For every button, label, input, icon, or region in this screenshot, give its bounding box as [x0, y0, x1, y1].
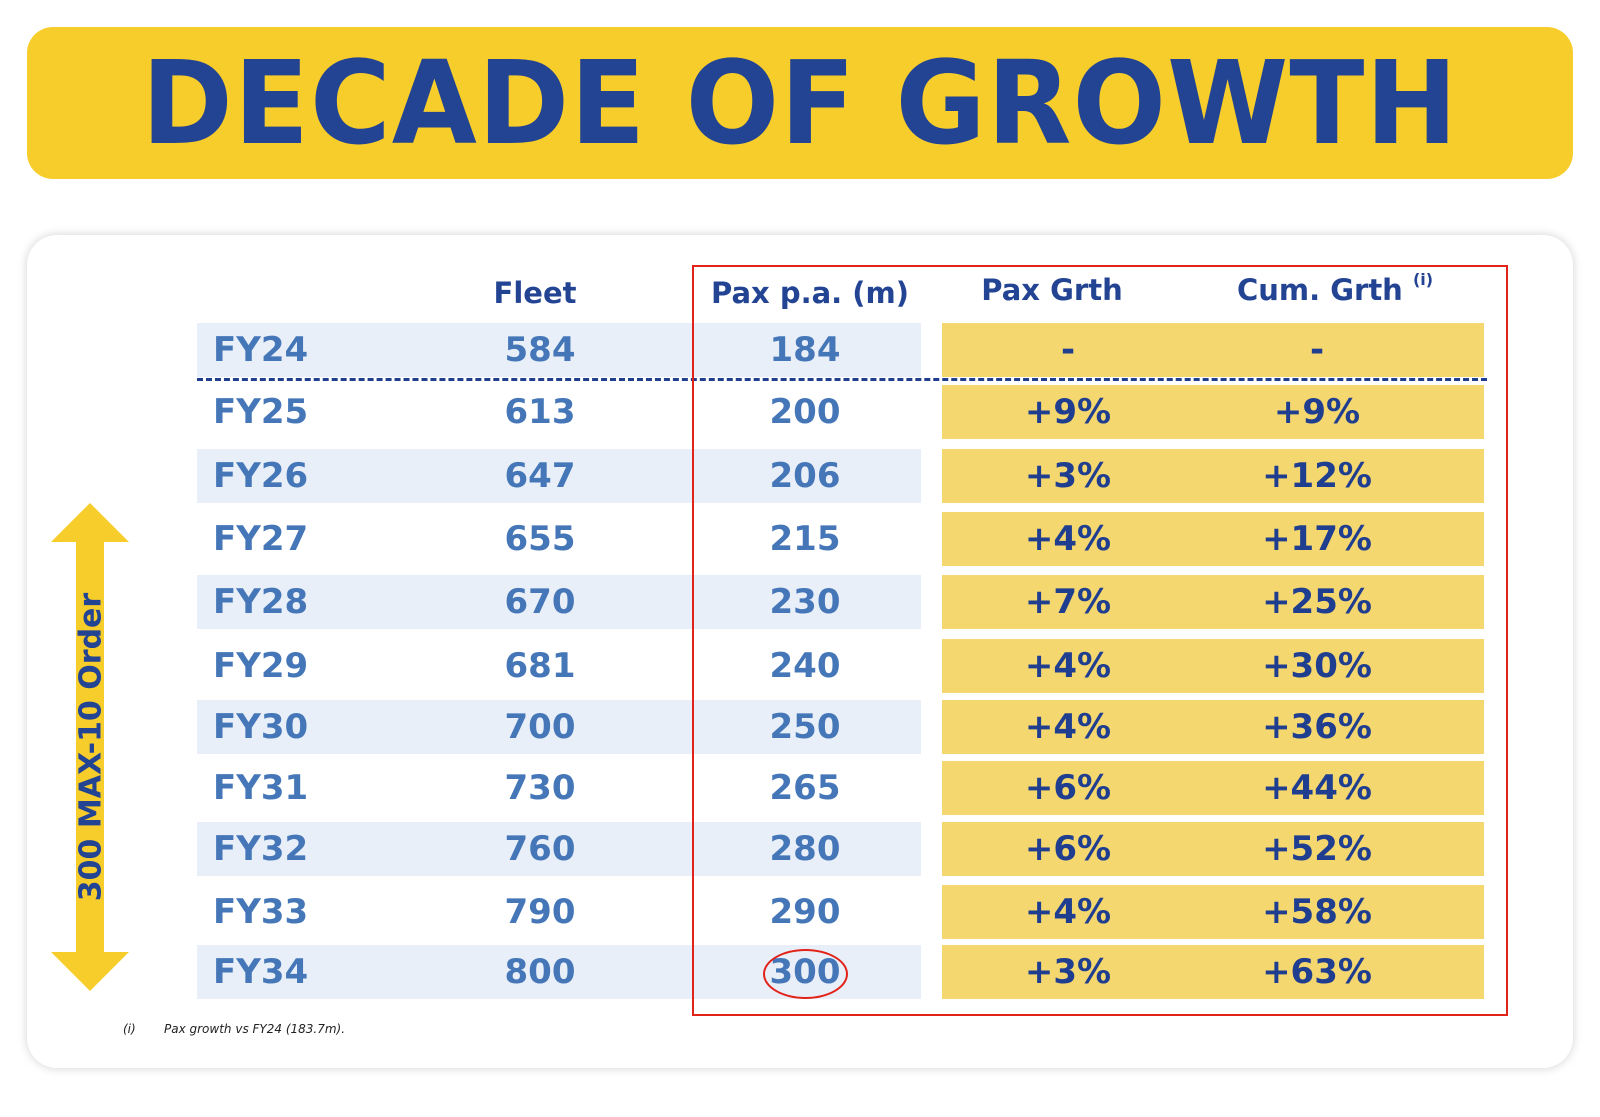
header-pax-growth: Pax Grth	[981, 273, 1123, 307]
cell-pax: 200	[769, 392, 841, 432]
cell-fleet: 670	[504, 582, 576, 622]
cell-pax: 290	[769, 892, 841, 932]
cell-year: FY26	[213, 456, 309, 496]
cell-fleet: 700	[504, 707, 576, 747]
cell-year: FY30	[213, 707, 309, 747]
cell-cum-growth: +44%	[1262, 768, 1372, 808]
cell-fleet: 790	[504, 892, 576, 932]
row-band	[197, 700, 921, 754]
highlight-circle	[763, 949, 848, 999]
footnote-ref: (i)	[1412, 270, 1434, 290]
highlight-box	[692, 265, 1508, 1016]
cell-pax: 250	[769, 707, 841, 747]
cell-cum-growth: +58%	[1262, 892, 1372, 932]
cell-pax-growth: +4%	[1024, 707, 1112, 747]
title-banner: DECADE OF GROWTH	[27, 27, 1573, 179]
cell-pax: 230	[769, 582, 841, 622]
growth-band	[942, 575, 1484, 629]
footnote-marker: (i)	[123, 1022, 136, 1036]
header-cum-growth: Cum. Grth (i)	[1236, 270, 1434, 307]
baseline-divider	[197, 378, 1487, 381]
cell-cum-growth: +63%	[1262, 952, 1372, 992]
cell-year: FY24	[213, 330, 309, 370]
cell-cum-growth: +30%	[1262, 646, 1372, 686]
page-title: DECADE OF GROWTH	[141, 35, 1459, 171]
cell-year: FY29	[213, 646, 309, 686]
cell-pax: 206	[769, 456, 841, 496]
cell-fleet: 647	[504, 456, 576, 496]
row-band	[197, 575, 921, 629]
double-arrow-icon	[51, 503, 129, 991]
cell-year: FY34	[213, 952, 309, 992]
growth-band	[942, 449, 1484, 503]
cell-cum-growth: -	[1309, 330, 1325, 370]
cell-fleet: 681	[504, 646, 576, 686]
cell-year: FY31	[213, 768, 309, 808]
row-band	[197, 822, 921, 876]
cell-cum-growth: +12%	[1262, 456, 1372, 496]
cell-pax-growth: +3%	[1024, 952, 1112, 992]
arrow-label: 300 MAX-10 Order	[73, 592, 109, 902]
cell-pax-growth: +6%	[1024, 829, 1112, 869]
header-fleet: Fleet	[493, 276, 577, 310]
cell-pax-growth: +7%	[1024, 582, 1112, 622]
cell-fleet: 655	[504, 519, 576, 559]
cell-pax-growth: +9%	[1024, 392, 1112, 432]
cell-fleet: 584	[504, 330, 576, 370]
cell-pax-growth: +6%	[1024, 768, 1112, 808]
cell-pax-growth: +4%	[1024, 519, 1112, 559]
growth-band	[942, 639, 1484, 693]
growth-band	[942, 512, 1484, 566]
cell-fleet: 730	[504, 768, 576, 808]
cell-cum-growth: +36%	[1262, 707, 1372, 747]
cell-year: FY27	[213, 519, 309, 559]
cell-pax: 280	[769, 829, 841, 869]
cell-fleet: 800	[504, 952, 576, 992]
growth-band	[942, 385, 1484, 439]
cell-pax: 265	[769, 768, 841, 808]
growth-band	[942, 885, 1484, 939]
cell-pax-growth: +3%	[1024, 456, 1112, 496]
cell-pax-growth: +4%	[1024, 892, 1112, 932]
growth-band	[942, 945, 1484, 999]
cell-year: FY25	[213, 392, 309, 432]
cell-pax: 240	[769, 646, 841, 686]
cell-pax: 215	[769, 519, 841, 559]
header-pax: Pax p.a. (m)	[710, 276, 910, 310]
growth-band	[942, 822, 1484, 876]
cell-fleet: 760	[504, 829, 576, 869]
cell-cum-growth: +25%	[1262, 582, 1372, 622]
cell-year: FY32	[213, 829, 309, 869]
cell-pax: 184	[769, 330, 841, 370]
growth-band	[942, 700, 1484, 754]
cell-fleet: 613	[504, 392, 576, 432]
cell-cum-growth: +9%	[1273, 392, 1361, 432]
cell-pax-growth: +4%	[1024, 646, 1112, 686]
header-cum-growth-label: Cum. Grth	[1236, 273, 1403, 307]
growth-band	[942, 323, 1484, 377]
cell-year: FY28	[213, 582, 309, 622]
row-band	[197, 449, 921, 503]
growth-band	[942, 761, 1484, 815]
cell-cum-growth: +52%	[1262, 829, 1372, 869]
row-band	[197, 323, 921, 377]
cell-pax-growth: -	[1060, 330, 1076, 370]
footnote-text: Pax growth vs FY24 (183.7m).	[164, 1022, 346, 1036]
cell-year: FY33	[213, 892, 309, 932]
cell-cum-growth: +17%	[1262, 519, 1372, 559]
